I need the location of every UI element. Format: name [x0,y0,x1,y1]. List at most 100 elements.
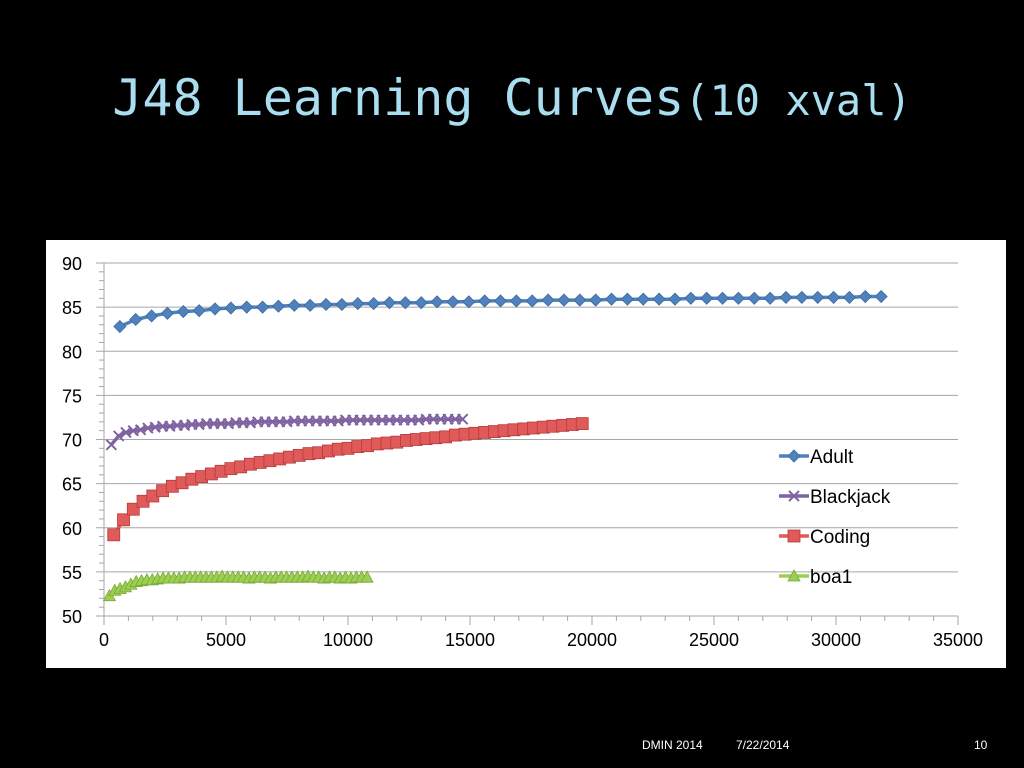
data-point [541,293,555,307]
data-point [208,302,222,316]
data-point [446,295,460,309]
data-point [367,297,381,311]
y-tick-label: 85 [62,298,82,318]
legend-item: Blackjack [779,487,891,508]
series-boa1 [102,569,374,602]
data-point [747,291,761,305]
y-tick-label: 50 [62,607,82,627]
data-point [557,293,571,307]
legend-marker [787,529,801,543]
data-point [573,293,587,307]
data-point [874,289,888,304]
data-point [319,297,333,312]
slide-title-sub: (10 xval) [684,76,912,125]
data-point [256,300,270,314]
data-point [105,439,118,451]
data-point [224,301,238,315]
slide-number: 10 [974,738,988,752]
y-tick-label: 65 [62,475,82,495]
data-point [684,291,698,305]
data-point [462,295,476,309]
data-point [351,297,365,311]
y-tick-label: 55 [62,563,82,583]
data-point [700,291,714,305]
data-point [456,413,469,425]
x-tick-label: 25000 [689,630,739,650]
legend-label: Coding [810,527,870,548]
data-point [107,528,121,542]
series-layer [102,289,888,602]
y-tick-label: 90 [62,254,82,274]
data-point [478,294,492,308]
data-point [826,290,841,304]
x-tick-label: 0 [99,630,109,650]
data-point [858,289,872,304]
data-point [509,294,523,308]
data-point [145,309,159,323]
data-point [620,292,634,306]
data-point [589,293,603,307]
x-tick-label: 10000 [323,630,373,650]
legend-marker [788,490,800,502]
series-blackjack [105,413,469,451]
data-point [779,290,793,304]
data-point [240,300,254,314]
legend: Adult Blackjack Coding boa1 [779,447,891,588]
data-point [493,294,508,308]
data-point [117,513,130,527]
data-point [112,430,125,442]
legend-item: Coding [779,527,870,548]
legend-item: Adult [779,447,854,468]
slide-title: J48 Learning Curves(10 xval) [0,68,1024,131]
x-tick-label: 15000 [445,630,495,650]
x-tick-label: 30000 [811,630,861,650]
y-tick-label: 80 [62,342,82,362]
data-point [575,417,589,431]
data-point [113,319,127,334]
chart-panel: 50 55 60 65 70 75 80 85 90 0 5000 10000 15000 20000 25… [46,240,1006,668]
series-adult [113,289,888,334]
data-point [160,306,175,320]
footer-event: DMIN 2014 [642,738,703,752]
legend-label: Blackjack [810,487,891,508]
data-point [192,304,206,318]
slide-title-main: J48 Learning Curves [112,69,685,127]
legend-item: boa1 [779,567,852,588]
series-coding [107,417,589,542]
data-point [271,299,286,313]
data-point [398,296,412,310]
data-point [604,292,619,306]
data-point [652,292,666,306]
data-point [811,290,825,304]
legend-label: Adult [810,447,854,468]
data-point [414,296,428,310]
legend-label: boa1 [810,567,852,588]
data-point [715,291,730,305]
data-point [668,292,682,306]
data-point [382,296,397,310]
data-point [287,298,301,312]
data-point [129,312,143,327]
axes: 50 55 60 65 70 75 80 85 90 0 5000 10000 15000 20000 25… [62,254,983,650]
data-point [795,290,809,304]
x-tick-label: 35000 [933,630,983,650]
legend-marker [787,569,801,582]
data-point [303,298,317,312]
data-point [430,295,444,309]
footer-date: 7/22/2014 [736,738,790,752]
x-tick-label: 20000 [567,630,617,650]
data-point [126,502,140,516]
x-tick-label: 5000 [206,630,246,650]
y-tick-label: 75 [62,386,82,406]
y-tick-label: 60 [62,519,82,539]
line-chart: 50 55 60 65 70 75 80 85 90 0 5000 10000 15000 20000 25… [62,254,983,650]
legend-marker [787,449,801,463]
data-point [525,294,539,308]
data-point [842,290,856,304]
data-point [763,291,777,305]
data-point [335,297,349,312]
data-point [731,291,745,305]
y-tick-label: 70 [62,431,82,451]
data-point [176,304,190,319]
data-point [360,570,374,583]
